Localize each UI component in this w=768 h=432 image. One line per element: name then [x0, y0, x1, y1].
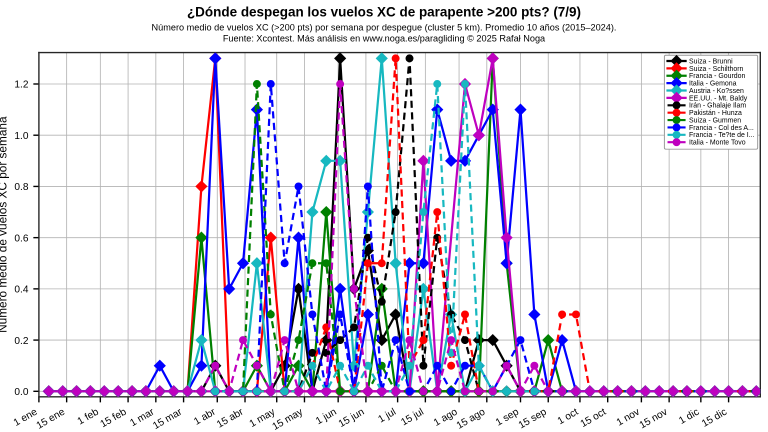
svg-text:0.4: 0.4	[14, 285, 28, 296]
svg-text:Número medio de vuelos XC por: Número medio de vuelos XC por semana	[0, 116, 9, 333]
svg-text:Francia - Gourdon: Francia - Gourdon	[689, 73, 745, 80]
svg-text:Suiza - Schilthorn: Suiza - Schilthorn	[689, 66, 744, 73]
svg-text:Fuente: Xcontest. Más análisis: Fuente: Xcontest. Más análisis en www.no…	[223, 34, 546, 44]
svg-text:Pakistán - Hunza: Pakistán - Hunza	[689, 110, 742, 117]
svg-text:1.0: 1.0	[14, 131, 28, 142]
svg-text:Número medio de vuelos XC (>20: Número medio de vuelos XC (>200 pts) por…	[152, 23, 617, 33]
svg-text:Italia - Monte Tovo: Italia - Monte Tovo	[689, 140, 746, 147]
svg-text:1.2: 1.2	[14, 80, 28, 91]
svg-text:Suiza - Gummen: Suiza - Gummen	[689, 117, 741, 124]
svg-text:Irán - Ghalaje Ilam: Irán - Ghalaje Ilam	[689, 103, 746, 110]
svg-text:Francia - Col des A...: Francia - Col des A...	[689, 125, 754, 132]
svg-text:Suiza - Brunni: Suiza - Brunni	[689, 58, 733, 65]
svg-text:Italia - Gemona: Italia - Gemona	[689, 81, 737, 88]
svg-text:0.6: 0.6	[14, 233, 28, 244]
svg-text:0.0: 0.0	[14, 387, 28, 398]
svg-text:Austria - Ko?ssen: Austria - Ko?ssen	[689, 88, 744, 95]
svg-text:¿Dónde despegan los vuelos XC: ¿Dónde despegan los vuelos XC de parapen…	[187, 5, 581, 20]
svg-text:0.8: 0.8	[14, 182, 28, 193]
svg-text:EE.UU. - Mt. Baldy: EE.UU. - Mt. Baldy	[689, 95, 748, 102]
svg-text:Francia - Te?te de I...: Francia - Te?te de I...	[689, 132, 754, 139]
svg-text:0.2: 0.2	[14, 336, 28, 347]
